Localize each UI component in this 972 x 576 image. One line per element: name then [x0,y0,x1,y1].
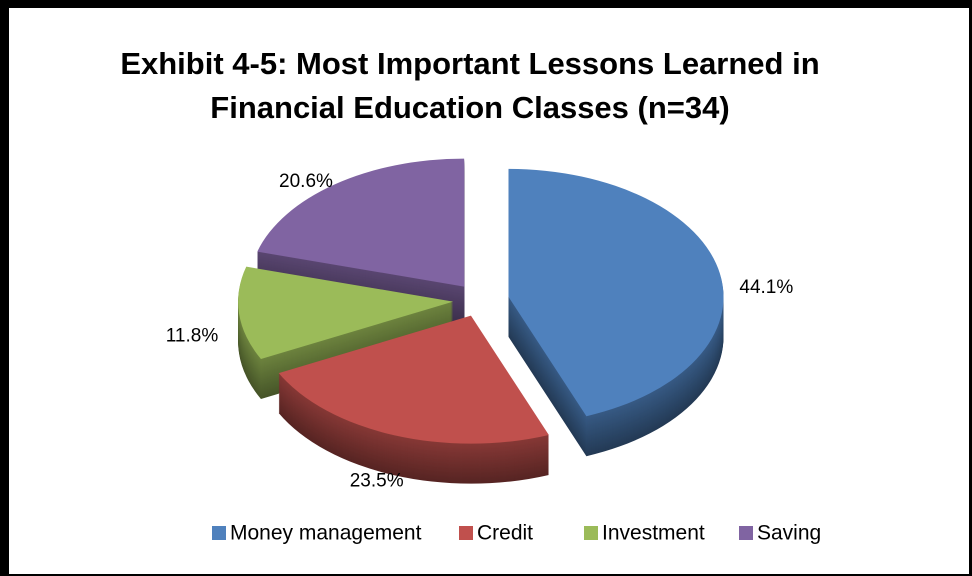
data-label: 11.8% [166,325,219,346]
legend-swatch [459,526,473,540]
legend-label: Money management [230,522,422,545]
legend-label: Investment [602,522,705,545]
legend-label: Credit [477,522,533,545]
legend-swatch [584,526,598,540]
data-label: 44.1% [739,277,793,298]
slice [238,266,454,359]
legend-swatch [212,526,226,540]
legend-label: Saving [757,522,821,545]
slice [257,158,465,287]
data-label: 23.5% [350,470,404,491]
chart: 44.1% 23.5% 11.8% 20.6% Money management Cred… [166,158,821,545]
chart-title: Exhibit 4-5: Most Important Lessons Lear… [120,46,820,125]
slice [278,315,549,444]
data-label: 20.6% [279,171,333,192]
slice [508,168,724,417]
legend-swatch [739,526,753,540]
